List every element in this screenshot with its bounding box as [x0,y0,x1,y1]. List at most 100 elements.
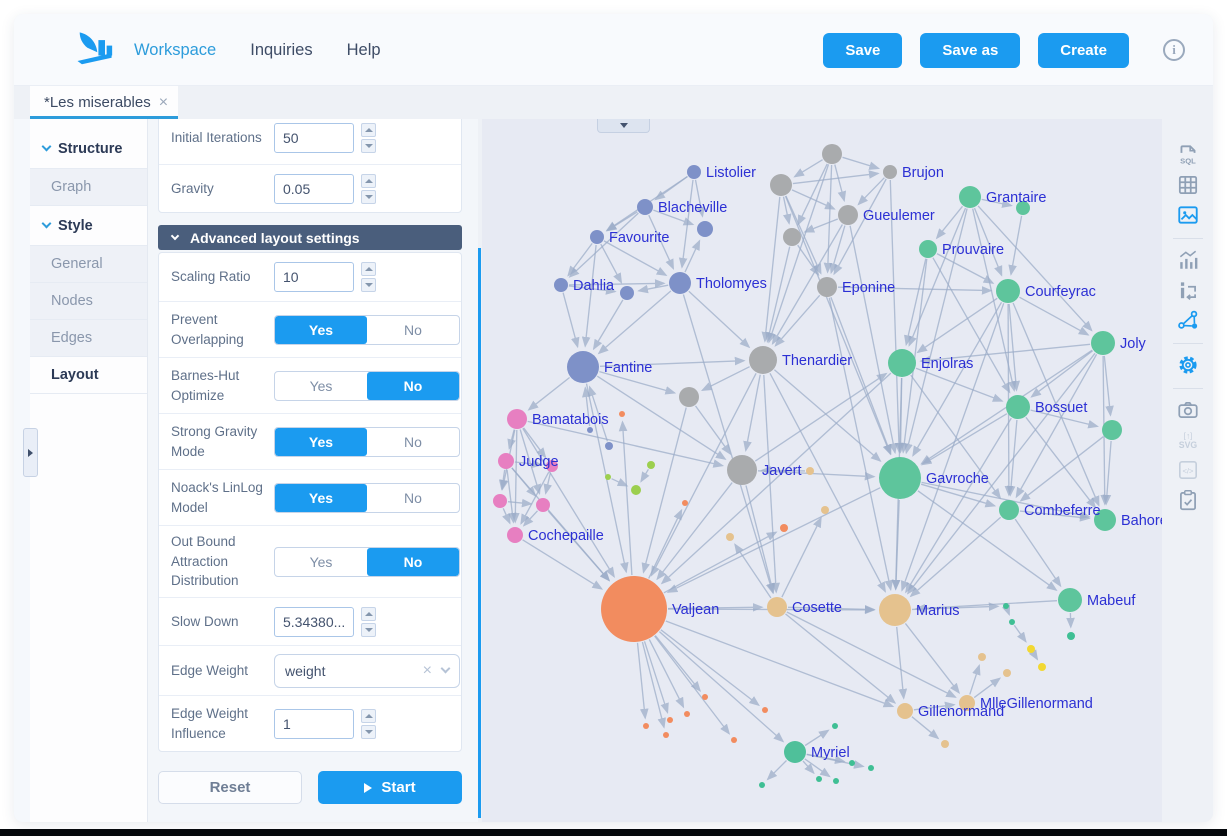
sidebar-collapse-handle[interactable] [23,428,38,477]
graph-node-thenardier[interactable] [749,346,777,374]
graph-node-gueulemer[interactable] [838,205,858,225]
edge-weight-select[interactable]: weight × [274,653,460,688]
strong-gravity-mode-yes-option[interactable]: Yes [275,427,367,456]
graph-node-tholomyes[interactable] [669,272,691,294]
spinner-up-button[interactable] [361,606,376,621]
graph-canvas[interactable]: Listolier Blacheville Favourite Dahlia Tholo… [482,119,1162,822]
nav-item-inquiries[interactable]: Inquiries [250,40,313,59]
graph-node-t1[interactable] [978,653,986,661]
graph-node-eponine[interactable] [817,277,837,297]
graph-node-lg2[interactable] [605,474,611,480]
tab-close-icon[interactable]: × [158,93,169,111]
sidebar-item-graph[interactable]: Graph [30,169,147,206]
graph-node-o3[interactable] [667,717,673,723]
sidebar-item-nodes[interactable]: Nodes [30,283,147,320]
spinner-down-button[interactable] [361,278,376,292]
graph-node-t5[interactable] [821,506,829,514]
graph-node-gillenormand[interactable] [897,703,913,719]
spinner-down-button[interactable] [361,139,376,153]
graph-node-gs1[interactable] [1016,201,1030,215]
spinner-up-button[interactable] [361,708,376,723]
graph-node-gm1[interactable] [1003,603,1009,609]
graph-node-pk2[interactable] [493,494,507,508]
nav-item-help[interactable]: Help [346,40,381,59]
sidebar-item-layout[interactable]: Layout [30,357,147,394]
sidebar-item-structure[interactable]: Structure [30,129,147,169]
advanced-settings-header[interactable]: Advanced layout settings [158,225,462,250]
reset-button[interactable]: Reset [158,771,302,804]
graph-node-t4[interactable] [806,467,814,475]
prevent-overlapping-no-option[interactable]: No [404,321,422,338]
sidebar-item-general[interactable]: General [30,246,147,283]
initial-iterations-input[interactable] [274,123,354,153]
graph-node-m2[interactable] [849,760,855,766]
graph-node-prouvaire[interactable] [919,240,937,258]
graph-node-o2[interactable] [663,732,669,738]
graph-node-favourite[interactable] [590,230,604,244]
graph-node-cosette[interactable] [767,597,787,617]
graph-node-grantaire[interactable] [959,186,981,208]
graph-node-blacheville[interactable] [637,199,653,215]
tab-les-miserables[interactable]: *Les miserables × [30,86,178,119]
gravity-input[interactable] [274,173,354,204]
graph-node-brujon[interactable] [883,165,897,179]
graph-node-gm2[interactable] [1009,619,1015,625]
graph-node-m1[interactable] [832,723,838,729]
scaling-ratio-input[interactable] [274,262,354,292]
graph-node-b2[interactable] [605,442,613,450]
graph-node-combeferre[interactable] [999,500,1019,520]
graph-node-fantine[interactable] [567,351,599,383]
graph-node-m5[interactable] [759,782,765,788]
graph-node-g3[interactable] [783,228,801,246]
graph-node-ox3[interactable] [780,524,788,532]
spinner-up-button[interactable] [361,123,376,137]
graph-node-valjean[interactable] [601,576,667,642]
camera-icon[interactable] [1176,398,1200,422]
graph-node-pk3[interactable] [536,498,550,512]
graph-node-bahore[interactable] [1094,509,1116,531]
prevent-overlapping-yes-option[interactable]: Yes [275,315,367,344]
nav-item-workspace[interactable]: Workspace [134,40,217,59]
graph-node-m6[interactable] [816,776,822,782]
graph-node-o4[interactable] [684,711,690,717]
graph-node-g1[interactable] [822,144,842,164]
graph-node-gs2[interactable] [1102,420,1122,440]
graph-node-listolier[interactable] [687,165,701,179]
graph-node-t6[interactable] [726,533,734,541]
spinner-up-button[interactable] [361,262,376,276]
spinner-down-button[interactable] [361,724,376,739]
graph-node-enjolras[interactable] [888,349,916,377]
graph-node-o6[interactable] [731,737,737,743]
pivot-icon[interactable] [1176,278,1200,302]
graph-node-dahlia[interactable] [554,278,568,292]
graph-node-g4[interactable] [679,387,699,407]
spinner-down-button[interactable] [361,189,376,204]
sidebar-item-style[interactable]: Style [30,206,147,246]
graph-node-ox2[interactable] [682,500,688,506]
barnes-hut-optimize-yes-option[interactable]: Yes [309,377,333,394]
image-icon[interactable] [1176,203,1200,227]
graph-node-ox1[interactable] [619,411,625,417]
panel-resizer[interactable] [478,248,481,818]
graph-node-judge[interactable] [498,453,514,469]
graph-node-gm3[interactable] [1067,632,1075,640]
graph-node-o5[interactable] [702,694,708,700]
graph-node-myriel[interactable] [784,741,806,763]
sql-icon[interactable]: SQL [1176,143,1200,167]
start-button[interactable]: Start [318,771,462,804]
graph-node-m4[interactable] [868,765,874,771]
gear-icon[interactable] [1176,353,1200,377]
noack-s-linlog-model-yes-option[interactable]: Yes [275,483,367,512]
graph-node-lg1[interactable] [647,461,655,469]
noack-s-linlog-model-no-option[interactable]: No [404,489,422,506]
graph-node-g2[interactable] [770,174,792,196]
table-icon[interactable] [1176,173,1200,197]
save-button[interactable]: Save [823,33,903,68]
graph-node-p1[interactable] [697,221,713,237]
out-bound-attraction-distribution-no-option[interactable]: No [367,547,459,576]
edge-weight-influence-input[interactable] [274,708,354,739]
out-bound-attraction-distribution-yes-option[interactable]: Yes [309,553,333,570]
graph-node-joly[interactable] [1091,331,1115,355]
graph-collapse-handle[interactable] [597,119,650,133]
strong-gravity-mode-no-option[interactable]: No [404,433,422,450]
